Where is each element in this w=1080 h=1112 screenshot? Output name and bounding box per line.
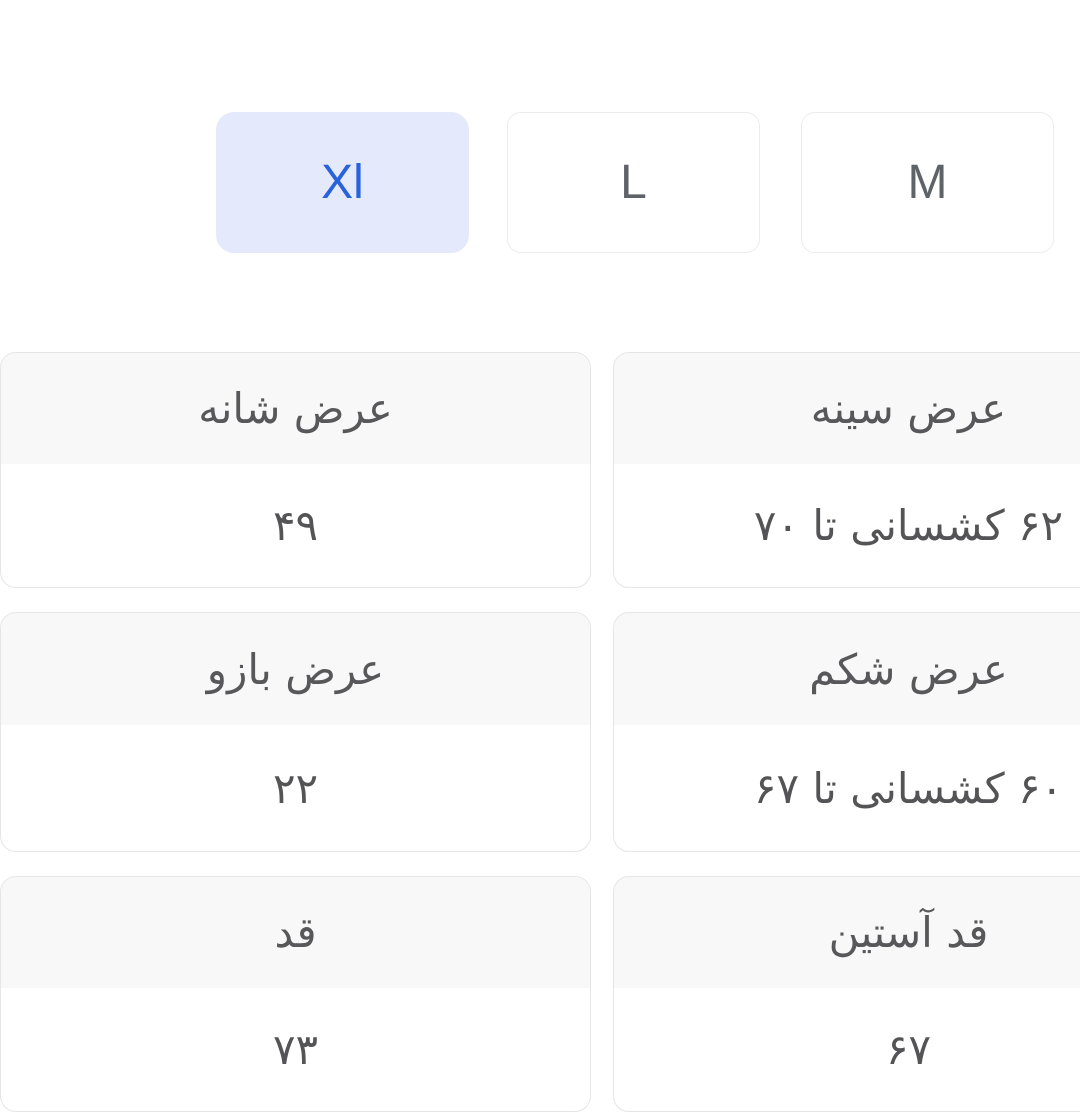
measurement-value: ۷۳ [0,988,454,1111]
measurement-label: عرض بازو [0,613,454,725]
measurement-label: قد [0,877,454,988]
size-guide-panel: { "page": { "background_color": "#ffffff… [0,0,1080,1080]
measurement-label: قد آستین [478,877,1067,988]
measurement-label: عرض سینه [478,353,1067,464]
measurement-card-arm: عرض بازو ۲۲ [0,612,455,852]
measurement-value: ۴۹ [0,464,454,587]
measurement-value: ۶۲ کشسانی تا ۷۰ [478,464,1067,587]
measurement-card-chest: عرض سینه ۶۲ کشسانی تا ۷۰ [477,352,1068,588]
measurement-value: ۶۰ کشسانی تا ۶۷ [478,725,1067,851]
measurement-card-shoulder: عرض شانه ۴۹ [0,352,455,588]
measurement-card-sleeve: قد آستین ۶۷ [477,876,1068,1112]
size-option-xl-selected[interactable]: Xl [80,112,333,253]
measurement-value: ۶۷ [478,988,1067,1111]
size-option-m[interactable]: M [665,112,918,253]
size-option-l[interactable]: L [371,112,624,253]
measurement-value: ۲۲ [0,725,454,851]
measurement-card-belly: عرض شکم ۶۰ کشسانی تا ۶۷ [477,612,1068,852]
measurement-card-length: قد ۷۳ [0,876,455,1112]
size-label: سایز: [953,112,1080,253]
measurement-label: عرض شانه [0,353,454,464]
measurement-label: عرض شکم [478,613,1067,725]
